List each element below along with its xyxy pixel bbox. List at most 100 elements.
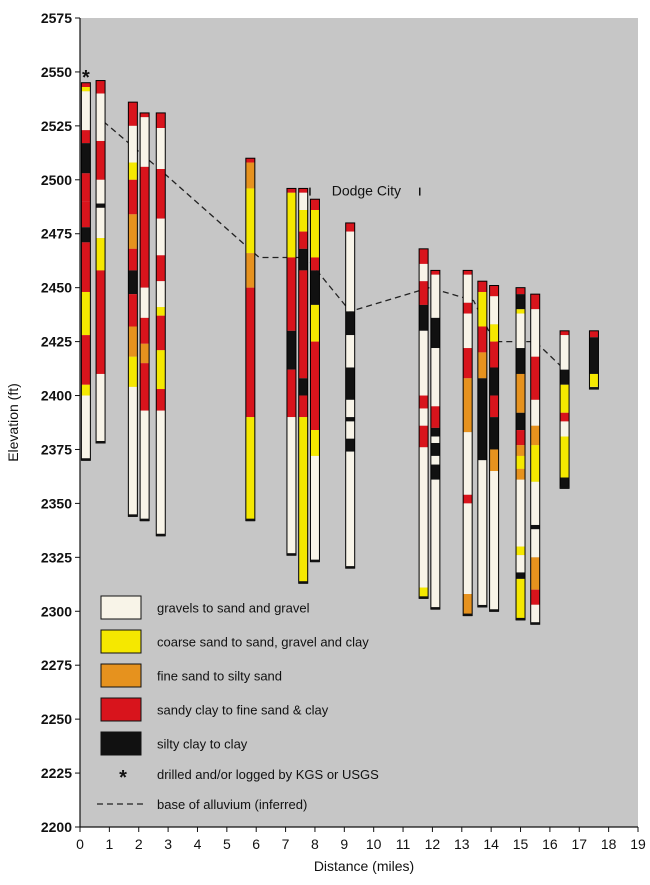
well-layer-gravel (81, 395, 91, 461)
well-layer-coarse (156, 307, 166, 316)
y-tick-label: 2525 (41, 118, 72, 134)
well-layer-sandyclay (310, 341, 320, 431)
well-layer-silty (516, 348, 526, 374)
well-layer-sandyclay (128, 179, 138, 215)
well-base (589, 387, 599, 390)
well-layer-silty (81, 227, 91, 243)
well-layer-sandyclay (96, 140, 106, 180)
well-layer-gravel (430, 455, 440, 465)
well-layer-sandyclay (81, 335, 91, 385)
well-layer-sandyclay (156, 169, 166, 219)
well-layer-sandyclay (477, 326, 487, 353)
well-layer-sandyclay (96, 270, 106, 374)
well-layer-silty (419, 304, 429, 331)
well-base (286, 553, 296, 556)
well-layer-gravel (530, 399, 540, 426)
well-layer-sandyclay (298, 188, 308, 193)
well-layer-silty (516, 572, 526, 579)
well-layer-gravel (140, 287, 150, 318)
well-layer-sandyclay (430, 270, 440, 275)
well-layer-coarse (516, 546, 526, 556)
well-layer-gravel (96, 93, 106, 141)
well-base (419, 596, 429, 599)
well-column (286, 187, 297, 556)
well-layer-fine (128, 214, 138, 249)
well-layer-coarse (477, 291, 487, 327)
well-layer-sandyclay (419, 425, 429, 448)
y-tick-label: 2225 (41, 765, 72, 781)
well-layer-gravel (530, 481, 540, 525)
well-column (530, 293, 541, 625)
well-base (560, 486, 570, 489)
well-layer-coarse (516, 309, 526, 314)
legend-swatch-fine (100, 663, 142, 688)
well-layer-sandyclay (140, 166, 150, 288)
well-base (156, 533, 166, 537)
well-column (127, 101, 138, 517)
well-layer-sandyclay (560, 412, 570, 422)
well-column (155, 112, 166, 537)
well-layer-sandyclay (489, 285, 499, 297)
y-tick-label: 2475 (41, 226, 72, 242)
legend-label: fine sand to silty sand (157, 669, 282, 684)
x-axis-label: Distance (miles) (314, 858, 414, 874)
y-tick-label: 2450 (41, 280, 72, 296)
well-layer-sandyclay (345, 222, 355, 232)
x-tick-label: 5 (223, 836, 231, 852)
well-column (489, 285, 500, 612)
well-layer-gravel (96, 373, 106, 443)
well-column (345, 222, 356, 569)
x-tick-label: 17 (571, 836, 587, 852)
well-layer-gravel (530, 604, 540, 625)
well-layer-silty (128, 270, 138, 295)
x-tick-label: 11 (396, 836, 411, 852)
well-layer-silty (489, 367, 499, 396)
well-layer-sandyclay (560, 330, 570, 336)
well-layer-sandyclay (245, 158, 255, 163)
well-column (95, 80, 106, 444)
wells-layer (80, 80, 599, 625)
well-layer-sandyclay (489, 341, 499, 368)
well-base (310, 559, 320, 563)
well-column (515, 287, 526, 621)
well-layer-coarse (298, 417, 308, 584)
well-column (298, 187, 309, 584)
well-layer-sandyclay (245, 287, 255, 418)
x-tick-label: 2 (135, 836, 143, 852)
well-layer-sandyclay (286, 257, 296, 331)
well-layer-coarse (516, 578, 526, 620)
y-tick-label: 2350 (41, 495, 72, 511)
well-layer-sandyclay (81, 130, 91, 144)
well-layer-silty (345, 367, 355, 400)
well-layer-silty (560, 477, 570, 489)
well-layer-fine (245, 162, 255, 189)
y-axis-label: Elevation (ft) (5, 383, 21, 462)
well-layer-silty (530, 524, 540, 530)
y-tick-label: 2325 (41, 549, 72, 565)
well-layer-silty (430, 442, 440, 456)
dodge-city-label: Dodge City (332, 183, 401, 199)
legend: gravels to sand and gravel coarse sand to… (97, 595, 379, 812)
well-layer-sandyclay (298, 270, 308, 379)
well-layer-gravel (156, 218, 166, 256)
well-layer-gravel (419, 330, 429, 396)
well-layer-gravel (419, 263, 429, 282)
well-layer-sandyclay (489, 395, 499, 418)
well-layer-gravel (140, 410, 150, 521)
legend-label: coarse sand to sand, gravel and clay (157, 635, 369, 650)
well-layer-sandyclay (81, 242, 91, 292)
well-column (80, 82, 91, 461)
well-layer-gravel (430, 274, 440, 318)
legend-label: gravels to sand and gravel (157, 601, 310, 616)
well-column (139, 112, 150, 522)
well-layer-sandyclay (140, 317, 150, 344)
x-tick-label: 16 (542, 836, 558, 852)
well-layer-gravel (345, 231, 355, 312)
well-layer-coarse (156, 350, 166, 390)
well-layer-sandyclay (96, 80, 106, 94)
well-layer-sandyclay (140, 363, 150, 411)
legend-swatch-coarse (100, 629, 142, 654)
well-layer-sandyclay (81, 173, 91, 202)
legend-label: sandy clay to fine sand & clay (157, 703, 329, 718)
